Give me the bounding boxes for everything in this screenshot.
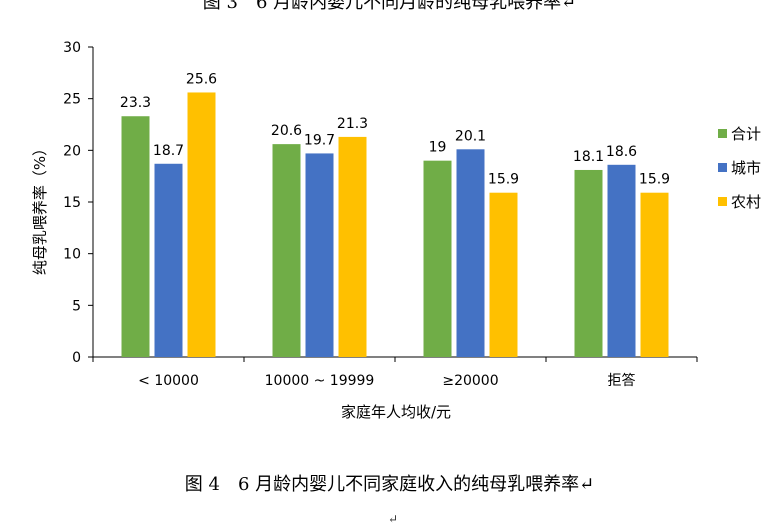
legend-label: 农村 bbox=[731, 193, 761, 211]
data-label: 21.3 bbox=[337, 116, 368, 132]
data-label: 19 bbox=[429, 140, 447, 156]
data-label: 18.7 bbox=[153, 143, 184, 159]
y-tick-label: 25 bbox=[63, 92, 81, 108]
x-category-label: < 10000 bbox=[138, 373, 199, 389]
data-labels: 23.3 18.7 25.6 20.619.721.3 19 20.1 15.9 18.1 18… bbox=[120, 71, 670, 187]
bar bbox=[272, 144, 301, 357]
x-category-label: 拒答 bbox=[608, 372, 636, 389]
y-tick-label: 5 bbox=[72, 298, 81, 314]
bar bbox=[305, 153, 334, 357]
bar bbox=[338, 136, 367, 357]
legend-swatch bbox=[718, 129, 727, 138]
y-tick-label: 15 bbox=[63, 195, 81, 211]
chart-axes bbox=[92, 47, 697, 358]
bar bbox=[607, 164, 636, 357]
paragraph-mark: ↵ bbox=[388, 512, 399, 526]
legend-swatch bbox=[718, 163, 727, 172]
legend-label: 合计 bbox=[731, 125, 761, 143]
y-axis-title: 纯母乳喂养率（%） bbox=[31, 141, 49, 275]
figure-3-caption: 图 3 6 月龄内婴儿不同月龄的纯母乳喂养率↵ bbox=[202, 0, 577, 13]
y-tick-label: 30 bbox=[63, 40, 81, 56]
y-ticks: 0 5 10 15 20 25 30 bbox=[63, 40, 698, 366]
y-tick-label: 0 bbox=[72, 350, 81, 366]
data-label: 20.1 bbox=[455, 128, 486, 144]
data-label: 20.6 bbox=[271, 123, 302, 139]
bar bbox=[423, 160, 452, 357]
legend-swatch bbox=[718, 197, 727, 206]
x-axis-title: 家庭年人均收/元 bbox=[341, 403, 451, 421]
x-category-label: ≥20000 bbox=[442, 373, 498, 389]
y-tick-label: 10 bbox=[63, 247, 81, 263]
data-label: 15.9 bbox=[488, 172, 519, 188]
data-label: 15.9 bbox=[639, 172, 670, 188]
data-label: 23.3 bbox=[120, 95, 151, 111]
y-tick-label: 20 bbox=[63, 143, 81, 159]
bar bbox=[154, 163, 183, 357]
bar bbox=[640, 192, 669, 357]
x-category-labels: < 10000 10000 ~ 19999 ≥20000 拒答 bbox=[138, 372, 635, 389]
bar bbox=[574, 169, 603, 357]
figure-4-caption: 图 4 6 月龄内婴儿不同家庭收入的纯母乳喂养率↵ bbox=[184, 474, 595, 495]
bar bbox=[121, 116, 150, 357]
bar bbox=[489, 192, 518, 357]
legend-label: 城市 bbox=[731, 159, 761, 177]
bar bbox=[187, 92, 216, 357]
data-label: 19.7 bbox=[304, 132, 335, 148]
data-label: 18.1 bbox=[573, 149, 604, 165]
data-label: 18.6 bbox=[606, 144, 637, 160]
bar bbox=[456, 149, 485, 357]
bar-series bbox=[121, 92, 669, 357]
x-category-label: 10000 ~ 19999 bbox=[265, 373, 375, 389]
data-label: 25.6 bbox=[186, 71, 217, 87]
